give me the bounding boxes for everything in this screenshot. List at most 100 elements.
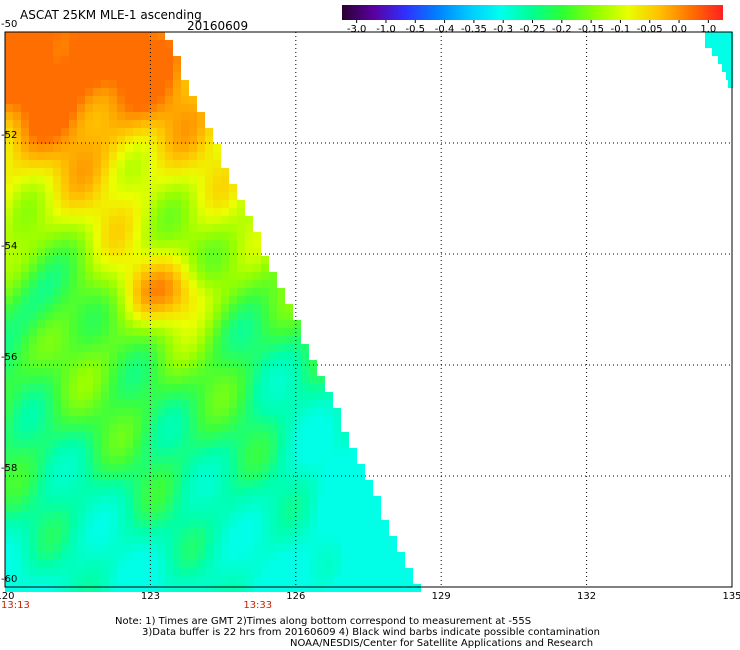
swath-cell bbox=[101, 184, 109, 192]
swath-cell bbox=[157, 504, 165, 512]
swath-cell bbox=[245, 288, 253, 296]
swath-cell bbox=[13, 40, 21, 48]
swath-cell bbox=[109, 288, 117, 296]
swath-cell bbox=[213, 576, 221, 584]
swath-cell bbox=[109, 248, 117, 256]
swath-cell bbox=[141, 264, 149, 272]
swath-cell bbox=[77, 128, 85, 136]
swath-cell bbox=[21, 448, 29, 456]
swath-cell bbox=[293, 448, 301, 456]
swath-cell bbox=[165, 80, 173, 88]
swath-cell bbox=[197, 128, 205, 136]
swath-cell bbox=[117, 104, 125, 112]
swath-cell bbox=[213, 320, 221, 328]
swath-cell bbox=[53, 64, 61, 72]
swath-cell bbox=[728, 80, 733, 88]
swath-cell bbox=[5, 88, 13, 96]
swath-cell bbox=[229, 544, 237, 552]
swath-cell bbox=[285, 336, 293, 344]
swath-cell bbox=[149, 288, 157, 296]
swath-cell bbox=[101, 336, 109, 344]
swath-cell bbox=[189, 448, 197, 456]
swath-cell bbox=[69, 504, 77, 512]
swath-cell bbox=[45, 424, 53, 432]
swath-cell bbox=[237, 224, 245, 232]
swath-cell bbox=[205, 224, 213, 232]
swath-cell bbox=[37, 320, 45, 328]
swath-cell bbox=[5, 560, 13, 568]
swath-cell bbox=[21, 480, 29, 488]
swath-cell bbox=[69, 232, 77, 240]
swath-cell bbox=[381, 576, 389, 584]
swath-cell bbox=[165, 336, 173, 344]
swath-cell bbox=[45, 448, 53, 456]
swath-cell bbox=[165, 512, 173, 520]
latitude-label: -52 bbox=[1, 130, 18, 141]
swath-cell bbox=[109, 400, 117, 408]
swath-cell bbox=[45, 232, 53, 240]
swath-cell bbox=[69, 584, 77, 592]
swath-cell bbox=[13, 192, 21, 200]
swath-cell bbox=[285, 312, 293, 320]
swath-cell bbox=[125, 536, 133, 544]
swath-cell bbox=[277, 488, 285, 496]
swath-cell bbox=[93, 184, 101, 192]
swath-cell bbox=[117, 112, 125, 120]
swath-cell bbox=[141, 160, 149, 168]
swath-cell bbox=[85, 360, 93, 368]
swath-cell bbox=[165, 448, 173, 456]
swath-cell bbox=[221, 336, 229, 344]
swath-cell bbox=[165, 192, 173, 200]
swath-cell bbox=[37, 280, 45, 288]
swath-cell bbox=[205, 456, 213, 464]
swath-cell bbox=[21, 336, 29, 344]
swath-cell bbox=[149, 352, 157, 360]
swath-cell bbox=[77, 448, 85, 456]
swath-cell bbox=[149, 296, 157, 304]
swath-cell bbox=[21, 544, 29, 552]
swath-cell bbox=[357, 560, 365, 568]
swath-cell bbox=[718, 56, 733, 64]
swath-cell bbox=[5, 280, 13, 288]
swath-cell bbox=[101, 512, 109, 520]
swath-cell bbox=[325, 504, 333, 512]
swath-cell bbox=[69, 80, 77, 88]
swath-cell bbox=[261, 344, 269, 352]
swath-cell bbox=[61, 56, 69, 64]
swath-cell bbox=[213, 184, 221, 192]
swath-cell bbox=[277, 568, 285, 576]
swath-cell bbox=[125, 264, 133, 272]
swath-cell bbox=[157, 560, 165, 568]
swath-cell bbox=[125, 336, 133, 344]
swath-cell bbox=[253, 248, 261, 256]
swath-cell bbox=[149, 256, 157, 264]
swath-cell bbox=[101, 504, 109, 512]
swath-cell bbox=[189, 384, 197, 392]
swath-cell bbox=[45, 504, 53, 512]
swath-cell bbox=[253, 280, 261, 288]
swath-cell bbox=[261, 496, 269, 504]
swath-cell bbox=[237, 528, 245, 536]
swath-cell bbox=[53, 400, 61, 408]
swath-cell bbox=[5, 40, 13, 48]
swath-cell bbox=[85, 72, 93, 80]
swath-cell bbox=[29, 88, 37, 96]
swath-cell bbox=[61, 416, 69, 424]
swath-cell bbox=[101, 264, 109, 272]
swath-cell bbox=[133, 192, 141, 200]
swath-cell bbox=[5, 128, 13, 136]
swath-cell bbox=[205, 520, 213, 528]
swath-cell bbox=[29, 464, 37, 472]
swath-cell bbox=[29, 368, 37, 376]
swath-cell bbox=[157, 584, 165, 592]
swath-cell bbox=[173, 304, 181, 312]
swath-cell bbox=[21, 64, 29, 72]
swath-cell bbox=[77, 520, 85, 528]
swath-cell bbox=[85, 32, 93, 40]
swath-cell bbox=[157, 136, 165, 144]
swath-cell bbox=[77, 400, 85, 408]
swath-cell bbox=[309, 440, 317, 448]
swath-cell bbox=[173, 568, 181, 576]
swath-cell bbox=[165, 408, 173, 416]
swath-cell bbox=[277, 392, 285, 400]
